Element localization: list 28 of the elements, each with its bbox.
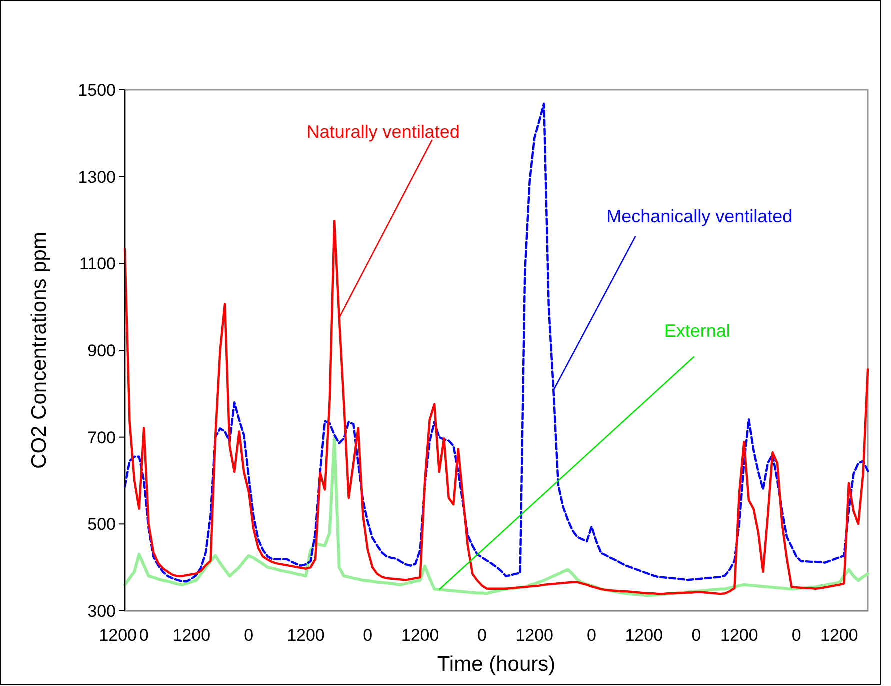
y-tick-label: 500 [88, 515, 116, 534]
y-tick-label: 1500 [78, 80, 116, 100]
x-tick-label: 1200 [720, 626, 758, 645]
y-tick-label: 300 [88, 602, 116, 621]
x-tick-label: 1200 [401, 626, 440, 645]
y-axis-title: CO2 Concentrations ppm [28, 232, 51, 469]
x-tick-label: 0 [587, 626, 596, 645]
x-tick-label: 1200 [99, 626, 137, 645]
x-tick-label: 1200 [820, 626, 858, 645]
x-tick-label: 0 [792, 626, 802, 645]
line-series [124, 102, 870, 583]
x-tick-label: 0 [363, 626, 373, 645]
x-tick-label: 1200 [625, 626, 664, 645]
x-tick-label: 0 [692, 626, 702, 645]
y-tick-label: 700 [88, 428, 116, 448]
y-tick-label: 900 [88, 341, 116, 360]
text: Mechanically ventilated [606, 206, 793, 227]
text: External [664, 321, 730, 342]
x-tick-label: 1200 [516, 626, 554, 645]
x-tick-label: 1200 [172, 626, 211, 645]
x-tick-label: 0 [139, 626, 149, 645]
y-tick-label: 1300 [78, 168, 116, 187]
y-tick-label: 1100 [79, 254, 116, 274]
x-axis-title: Time (hours) [437, 653, 556, 676]
x-tick-label: 0 [477, 626, 487, 645]
x-tick-label: 1200 [287, 626, 325, 645]
x-tick-label: 0 [244, 626, 254, 645]
text: Naturally ventilated [306, 122, 460, 142]
